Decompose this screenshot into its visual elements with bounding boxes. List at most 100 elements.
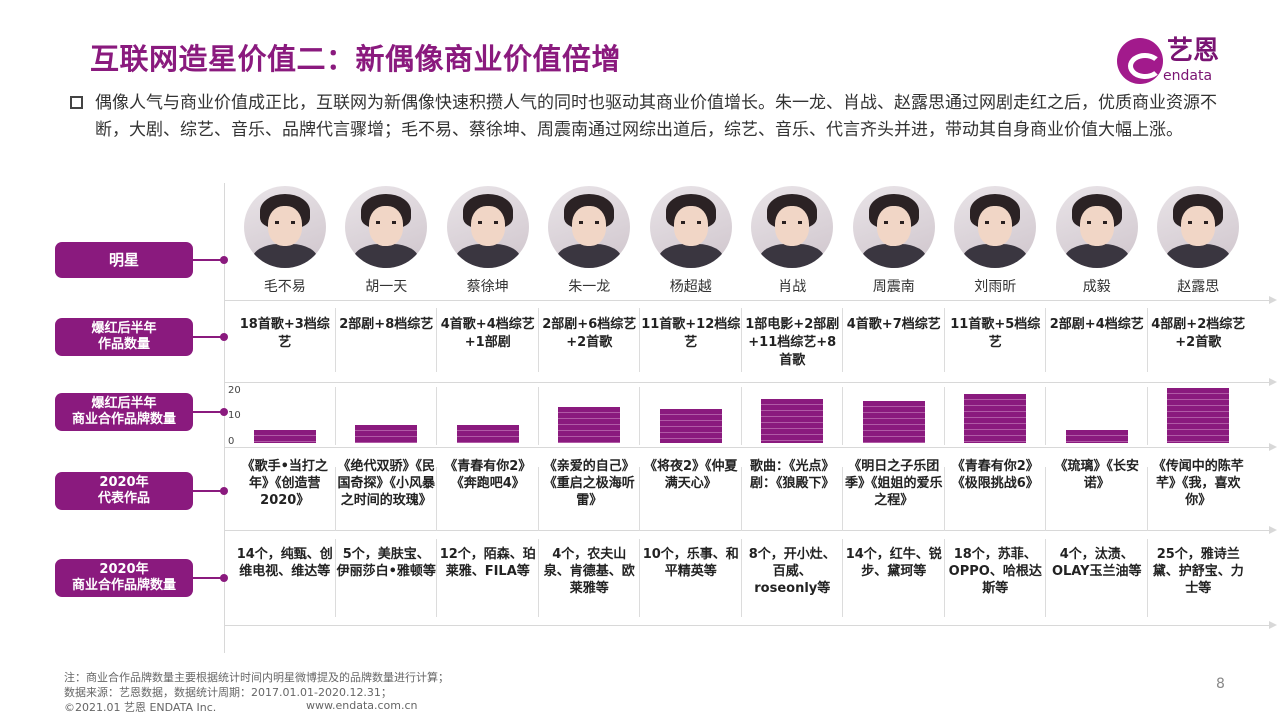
row-connector <box>193 259 224 261</box>
representative-works: 《青春有你2》《奔跑吧4》 <box>444 459 532 491</box>
page-title: 互联网造星价值二：新偶像商业价值倍增 <box>90 42 622 76</box>
grid-vertical-axis <box>224 183 225 653</box>
brand-partners: 18个，苏菲、OPPO、哈根达斯等 <box>948 547 1042 596</box>
row-dot <box>220 333 228 341</box>
cell-divider <box>538 387 539 445</box>
cell-divider <box>944 467 945 531</box>
star-name: 成毅 <box>1082 279 1111 295</box>
cell-divider <box>335 308 336 372</box>
star-name: 毛不易 <box>263 279 306 295</box>
representative-works: 《传闻中的陈芊芊》《我，喜欢你》 <box>1152 459 1244 508</box>
grid-row-line <box>224 443 1277 451</box>
chart-bar <box>558 407 621 443</box>
star-name: 蔡徐坤 <box>466 279 509 295</box>
row-connector <box>193 577 224 579</box>
works-count: 11首歌+5档综艺 <box>950 317 1041 350</box>
brand-partners: 14个，红牛、锐步、黛珂等 <box>845 547 942 579</box>
brand-partners: 4个，农夫山泉、肯德基、欧莱雅等 <box>543 547 635 596</box>
star-name: 胡一天 <box>365 279 408 295</box>
brand-partners: 10个，乐事、和平精英等 <box>642 547 739 579</box>
intro-text: 偶像人气与商业价值成正比，互联网为新偶像快速积攒人气的同时也驱动其商业价值增长。… <box>95 93 1217 140</box>
star-name: 朱一龙 <box>568 279 611 295</box>
cell-divider <box>1045 387 1046 445</box>
avatar <box>954 186 1037 268</box>
cell-divider <box>436 539 437 617</box>
brand-partners: 25个，雅诗兰黛、护舒宝、力士等 <box>1152 547 1244 596</box>
star-name: 周震南 <box>872 279 915 295</box>
avatar <box>243 186 326 268</box>
cell-divider <box>944 539 945 617</box>
works-count: 2部剧+6档综艺+2首歌 <box>542 317 637 350</box>
representative-works: 《将夜2》《仲夏满天心》 <box>643 459 738 491</box>
chart-bar <box>1065 430 1128 443</box>
grid-row-line <box>224 296 1277 304</box>
representative-works: 《琉璃》《长安诺》 <box>1054 459 1139 491</box>
brand-partners: 5个，美肤宝、伊丽莎白•雅顿等 <box>336 547 436 579</box>
chart-bar <box>1167 388 1230 443</box>
logo-cn: 艺恩 <box>1167 36 1220 66</box>
logo-en: endata <box>1163 68 1213 84</box>
logo-mark-icon <box>1117 38 1163 84</box>
row-label-star: 明星 <box>55 242 193 278</box>
cell-divider <box>1147 308 1148 372</box>
works-count: 4部剧+2档综艺+2首歌 <box>1151 317 1246 350</box>
row-connector <box>193 411 224 413</box>
cell-divider <box>944 308 945 372</box>
works-count: 18首歌+3档综艺 <box>239 317 330 350</box>
intro-block: 偶像人气与商业价值成正比，互联网为新偶像快速积攒人气的同时也驱动其商业价值增长。… <box>70 90 1220 144</box>
cell-divider <box>741 467 742 531</box>
cell-divider <box>436 387 437 445</box>
row-connector <box>193 336 224 338</box>
works-count: 4首歌+7档综艺 <box>846 317 941 332</box>
brand-partners: 12个，陌森、珀莱雅、FILA等 <box>439 547 536 579</box>
representative-works: 《青春有你2》《极限挑战6》 <box>951 459 1039 491</box>
avatar <box>1157 186 1240 268</box>
chart-tick: 20 <box>228 385 241 396</box>
cell-divider <box>1147 539 1148 617</box>
representative-works: 《亲爱的自己》《重启之极海听雷》 <box>543 459 635 508</box>
brand-partners: 14个，纯甄、创维电视、维达等 <box>236 547 333 579</box>
cell-divider <box>1045 308 1046 372</box>
works-count: 4首歌+4档综艺+1部剧 <box>440 317 535 350</box>
cell-divider <box>1147 387 1148 445</box>
cell-divider <box>335 467 336 531</box>
footer-source: 数据来源：艺恩数据，数据统计周期：2017.01.01-2020.12.31； <box>64 686 392 699</box>
works-count: 11首歌+12档综艺 <box>641 317 741 350</box>
cell-divider <box>842 308 843 372</box>
avatar <box>649 186 732 268</box>
cell-divider <box>741 308 742 372</box>
representative-works: 《歌手•当打之年》《创造营2020》 <box>241 459 328 508</box>
row-dot <box>220 487 228 495</box>
grid-row-line <box>224 378 1277 386</box>
cell-divider <box>842 467 843 531</box>
avatar <box>548 186 631 268</box>
cell-divider <box>639 539 640 617</box>
cell-divider <box>741 387 742 445</box>
endata-logo: 艺恩 endata <box>1115 22 1245 90</box>
cell-divider <box>1147 467 1148 531</box>
cell-divider <box>639 467 640 531</box>
row-dot <box>220 574 228 582</box>
star-name: 赵露思 <box>1177 279 1220 295</box>
chart-bar <box>456 425 519 443</box>
row-dot <box>220 408 228 416</box>
avatar <box>852 186 935 268</box>
footer-copyright: ©2021.01 艺恩 ENDATA Inc. <box>64 701 217 714</box>
footer-note: 注：商业合作品牌数量主要根据统计时间内明星微博提及的品牌数量进行计算； <box>64 671 449 684</box>
chart-bar <box>659 409 722 443</box>
page-number: 8 <box>1216 676 1225 692</box>
cell-divider <box>842 387 843 445</box>
cell-divider <box>1045 467 1046 531</box>
chart-bar <box>862 401 925 443</box>
cell-divider <box>335 387 336 445</box>
grid-row-line <box>224 621 1277 629</box>
cell-divider <box>436 308 437 372</box>
chart-bar <box>964 394 1027 443</box>
chart-tick: 0 <box>228 436 235 447</box>
grid-row-line <box>224 526 1277 534</box>
cell-divider <box>538 539 539 617</box>
chart-bar <box>253 430 316 443</box>
representative-works: 《绝代双骄》《民国奇探》《小风暴之时间的玫瑰》 <box>337 459 435 508</box>
row-label-rep-works: 2020年 代表作品 <box>55 472 193 510</box>
cell-divider <box>538 308 539 372</box>
